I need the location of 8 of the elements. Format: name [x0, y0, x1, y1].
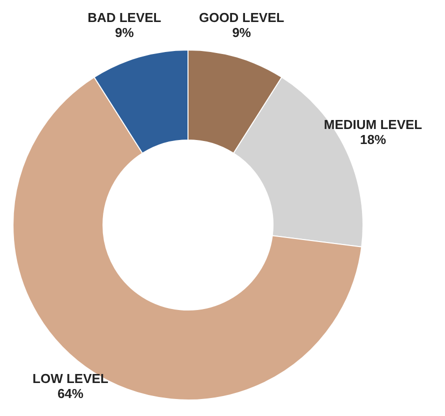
- slice-label: LOW LEVEL: [32, 370, 108, 386]
- data-label: 9%: [115, 24, 134, 40]
- slice-label: BAD LEVEL: [88, 10, 162, 25]
- data-label: 9%: [232, 24, 252, 40]
- data-label: 18%: [360, 132, 386, 147]
- slice-label: MEDIUM LEVEL: [324, 116, 422, 132]
- data-label: 64%: [57, 386, 84, 401]
- slice-label: GOOD LEVEL: [198, 10, 284, 25]
